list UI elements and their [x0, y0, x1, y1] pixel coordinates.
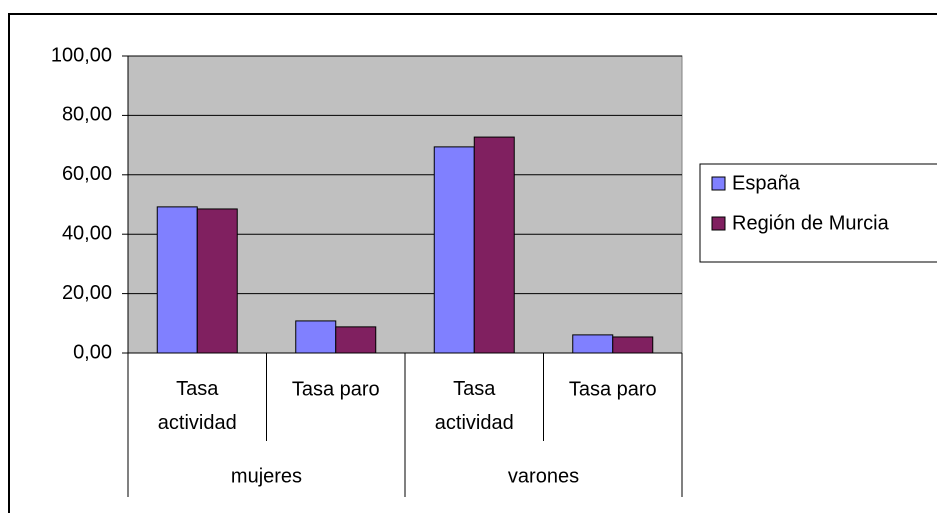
bar	[612, 336, 654, 354]
group-label: varones	[508, 465, 579, 487]
y-tick-label: 80,00	[62, 104, 112, 126]
legend-swatch	[711, 216, 726, 231]
bar	[156, 206, 198, 354]
bar	[295, 320, 337, 354]
x-tick-label: Tasa actividad	[158, 378, 237, 434]
legend-swatch	[711, 176, 726, 191]
legend-label: España	[732, 172, 801, 194]
x-tick-line: actividad	[158, 412, 237, 434]
x-tick-line: Tasa	[453, 378, 496, 400]
x-tick-label: Tasa paro	[569, 378, 657, 400]
y-tick-label: 60,00	[62, 163, 112, 185]
y-tick-label: 100,00	[51, 44, 112, 66]
x-tick-line: actividad	[435, 412, 514, 434]
legend-box	[699, 163, 937, 263]
y-tick-label: 0,00	[73, 341, 112, 363]
bar	[335, 326, 377, 354]
legend-label: Región de Murcia	[732, 212, 890, 234]
y-tick-label: 40,00	[62, 222, 112, 244]
group-label: mujeres	[231, 465, 302, 487]
x-tick-label: Tasa paro	[292, 378, 380, 400]
bar	[196, 208, 238, 354]
bar	[473, 136, 515, 354]
x-tick-line: Tasa	[176, 378, 219, 400]
bar	[433, 146, 475, 354]
x-tick-label: Tasa actividad	[435, 378, 514, 434]
bar	[572, 334, 614, 354]
y-tick-label: 20,00	[62, 282, 112, 304]
